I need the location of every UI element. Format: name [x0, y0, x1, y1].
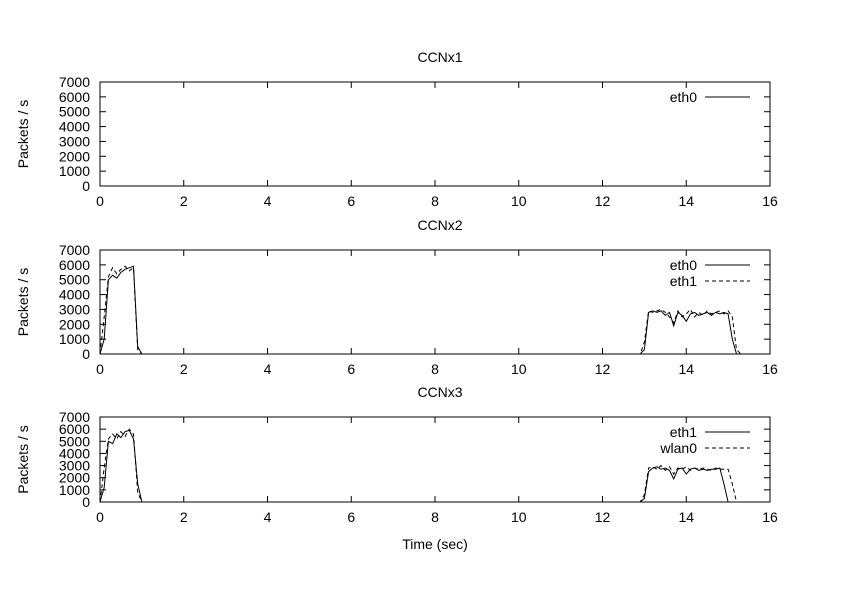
y-tick-label: 1000 — [59, 331, 90, 347]
y-tick-label: 5000 — [59, 104, 90, 120]
y-tick-label: 2000 — [59, 470, 90, 486]
x-tick-label: 2 — [180, 509, 188, 525]
x-tick-label: 0 — [96, 193, 104, 209]
x-tick-label: 8 — [431, 509, 439, 525]
y-tick-label: 5000 — [59, 433, 90, 449]
x-tick-label: 10 — [511, 193, 527, 209]
x-tick-label: 0 — [96, 509, 104, 525]
x-tick-label: 8 — [431, 361, 439, 377]
x-tick-label: 16 — [762, 361, 778, 377]
x-tick-label: 14 — [678, 193, 694, 209]
series-line-wlan0 — [99, 428, 770, 503]
y-tick-label: 3000 — [59, 133, 90, 149]
y-tick-label: 6000 — [59, 421, 90, 437]
y-tick-label: 6000 — [59, 89, 90, 105]
legend-label-eth1: eth1 — [670, 273, 697, 289]
y-tick-label: 0 — [82, 494, 90, 510]
series-line-eth1 — [99, 265, 770, 355]
x-tick-label: 14 — [678, 509, 694, 525]
y-tick-label: 1000 — [59, 482, 90, 498]
x-tick-label: 4 — [264, 193, 272, 209]
panel-title: CCNx1 — [417, 49, 462, 65]
x-tick-label: 16 — [762, 193, 778, 209]
y-tick-label: 7000 — [59, 242, 90, 258]
y-tick-label: 5000 — [59, 272, 90, 288]
x-tick-label: 16 — [762, 509, 778, 525]
y-tick-label: 6000 — [59, 257, 90, 273]
x-tick-label: 6 — [347, 509, 355, 525]
y-tick-label: 7000 — [59, 74, 90, 90]
legend-label-eth0: eth0 — [670, 89, 697, 105]
x-tick-label: 4 — [264, 361, 272, 377]
x-tick-label: 12 — [595, 193, 611, 209]
y-tick-label: 3000 — [59, 301, 90, 317]
x-tick-label: 2 — [180, 193, 188, 209]
y-tick-label: 3000 — [59, 458, 90, 474]
x-tick-label: 8 — [431, 193, 439, 209]
y-tick-label: 1000 — [59, 163, 90, 179]
y-tick-label: 7000 — [59, 409, 90, 425]
x-tick-label: 6 — [347, 361, 355, 377]
panel-title: CCNx2 — [417, 217, 462, 233]
y-tick-label: 0 — [82, 346, 90, 362]
y-axis-label: Packets / s — [15, 268, 31, 336]
y-axis-label: Packets / s — [15, 100, 31, 168]
x-axis-label: Time (sec) — [402, 536, 468, 552]
legend-label-wlan0: wlan0 — [659, 440, 697, 456]
panel-title: CCNx3 — [417, 384, 462, 400]
x-tick-label: 12 — [595, 361, 611, 377]
x-tick-label: 10 — [511, 361, 527, 377]
y-tick-label: 4000 — [59, 445, 90, 461]
series-line-eth0 — [99, 265, 770, 355]
y-tick-label: 4000 — [59, 119, 90, 135]
y-tick-label: 4000 — [59, 287, 90, 303]
y-axis-label: Packets / s — [15, 425, 31, 493]
legend-label-eth0: eth0 — [670, 257, 697, 273]
x-tick-label: 4 — [264, 509, 272, 525]
y-tick-label: 2000 — [59, 148, 90, 164]
x-tick-label: 10 — [511, 509, 527, 525]
y-tick-label: 2000 — [59, 316, 90, 332]
legend-label-eth1: eth1 — [670, 424, 697, 440]
x-tick-label: 0 — [96, 361, 104, 377]
x-tick-label: 2 — [180, 361, 188, 377]
y-tick-label: 0 — [82, 178, 90, 194]
x-tick-label: 14 — [678, 361, 694, 377]
x-tick-label: 6 — [347, 193, 355, 209]
x-tick-label: 12 — [595, 509, 611, 525]
series-line-eth1 — [99, 429, 770, 503]
